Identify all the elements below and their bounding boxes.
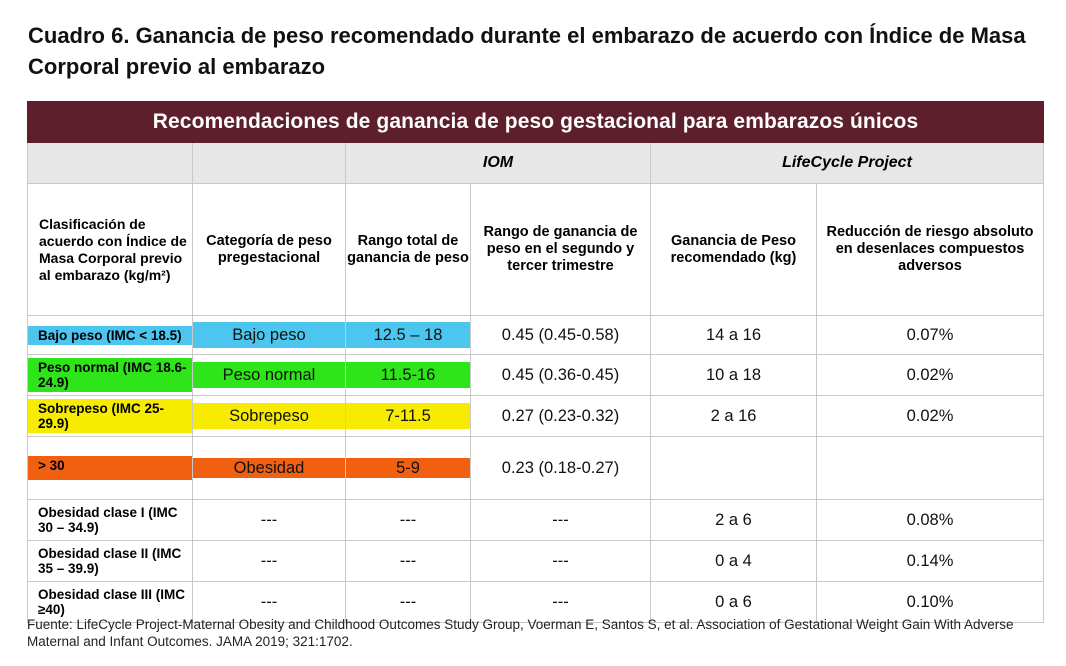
reduccion-value: 0.14% [816, 540, 1044, 582]
rango-trimestre-value: --- [470, 499, 651, 541]
rango-trimestre-value: 0.45 (0.45-0.58) [470, 315, 651, 355]
rango-total-value: --- [345, 540, 471, 582]
header-clasificacion: Clasificación de acuerdo con Índice de M… [27, 183, 193, 316]
ganancia-value [650, 436, 817, 500]
row-label: Obesidad clase II (IMC 35 – 39.9) [27, 540, 193, 582]
rango-total-cell: 12.5 – 18 [345, 315, 471, 355]
categoria-cell: Peso normal [192, 354, 346, 396]
ganancia-value: 2 a 6 [650, 499, 817, 541]
rango-total-value: 7-11.5 [346, 403, 470, 429]
row-label: Bajo peso (IMC < 18.5) [28, 325, 192, 345]
weight-gain-table: Recomendaciones de ganancia de peso gest… [27, 101, 1044, 623]
empty-header-cell [27, 142, 193, 184]
row-label: Obesidad clase I (IMC 30 – 34.9) [27, 499, 193, 541]
row-label-cell: Sobrepeso (IMC 25-29.9) [27, 395, 193, 437]
row-label: > 30 [28, 456, 192, 480]
header-ganancia: Ganancia de Peso recomendado (kg) [650, 183, 817, 316]
rango-trimestre-value: 0.45 (0.36-0.45) [470, 354, 651, 396]
rango-trimestre-value: 0.27 (0.23-0.32) [470, 395, 651, 437]
categoria-value: --- [192, 499, 346, 541]
row-label-cell: Peso normal (IMC 18.6- 24.9) [27, 354, 193, 396]
empty-header-cell [192, 142, 346, 184]
header-categoria: Categoría de peso pregestacional [192, 183, 346, 316]
categoria-cell: Obesidad [192, 436, 346, 500]
row-label: Obesidad clase III (IMC ≥40) [27, 581, 193, 623]
table-row: Peso normal (IMC 18.6- 24.9) Peso normal… [27, 354, 1044, 396]
rango-trimestre-value: 0.23 (0.18-0.27) [470, 436, 651, 500]
header-rango-total: Rango total de ganancia de peso [345, 183, 471, 316]
table-row: Obesidad clase III (IMC ≥40) --- --- ---… [27, 581, 1044, 623]
ganancia-value: 10 a 18 [650, 354, 817, 396]
categoria-cell: Sobrepeso [192, 395, 346, 437]
reduccion-value: 0.02% [816, 395, 1044, 437]
categoria-value: Sobrepeso [193, 403, 345, 429]
rango-total-value: 5-9 [346, 458, 470, 478]
reduccion-value: 0.07% [816, 315, 1044, 355]
rango-total-value: --- [345, 581, 471, 623]
rango-trimestre-value: --- [470, 540, 651, 582]
categoria-value: --- [192, 581, 346, 623]
categoria-cell: Bajo peso [192, 315, 346, 355]
reduccion-value [816, 436, 1044, 500]
categoria-value: --- [192, 540, 346, 582]
rango-total-cell: 5-9 [345, 436, 471, 500]
ganancia-value: 0 a 6 [650, 581, 817, 623]
reduccion-value: 0.10% [816, 581, 1044, 623]
row-label-cell: Bajo peso (IMC < 18.5) [27, 315, 193, 355]
ganancia-value: 2 a 16 [650, 395, 817, 437]
ganancia-value: 14 a 16 [650, 315, 817, 355]
page-title: Cuadro 6. Ganancia de peso recomendado d… [28, 23, 1026, 79]
rango-total-value: --- [345, 499, 471, 541]
group-header-lifecycle: LifeCycle Project [650, 142, 1044, 184]
row-label: Sobrepeso (IMC 25-29.9) [28, 399, 192, 433]
reduccion-value: 0.08% [816, 499, 1044, 541]
row-label-cell: > 30 [27, 436, 193, 500]
group-header-iom: IOM [345, 142, 651, 184]
rango-total-value: 11.5-16 [346, 362, 470, 388]
categoria-value: Peso normal [193, 362, 345, 388]
table-row: Bajo peso (IMC < 18.5) Bajo peso 12.5 – … [27, 315, 1044, 355]
row-label: Peso normal (IMC 18.6- 24.9) [28, 358, 192, 392]
table-row: Obesidad clase I (IMC 30 – 34.9) --- ---… [27, 499, 1044, 541]
table-row: Obesidad clase II (IMC 35 – 39.9) --- --… [27, 540, 1044, 582]
table-row: > 30 Obesidad 5-9 0.23 (0.18-0.27) [27, 436, 1044, 500]
rango-total-cell: 7-11.5 [345, 395, 471, 437]
source-citation: Fuente: LifeCycle Project-Maternal Obesi… [27, 617, 1014, 649]
table-row: Sobrepeso (IMC 25-29.9) Sobrepeso 7-11.5… [27, 395, 1044, 437]
rango-total-cell: 11.5-16 [345, 354, 471, 396]
ganancia-value: 0 a 4 [650, 540, 817, 582]
categoria-value: Bajo peso [193, 322, 345, 348]
categoria-value: Obesidad [193, 458, 345, 478]
header-reduccion: Reducción de riesgo absoluto en desenlac… [816, 183, 1044, 316]
header-rango-trimestre: Rango de ganancia de peso en el segundo … [470, 183, 651, 316]
rango-total-value: 12.5 – 18 [346, 322, 470, 348]
rango-trimestre-value: --- [470, 581, 651, 623]
reduccion-value: 0.02% [816, 354, 1044, 396]
table-banner: Recomendaciones de ganancia de peso gest… [27, 101, 1044, 143]
